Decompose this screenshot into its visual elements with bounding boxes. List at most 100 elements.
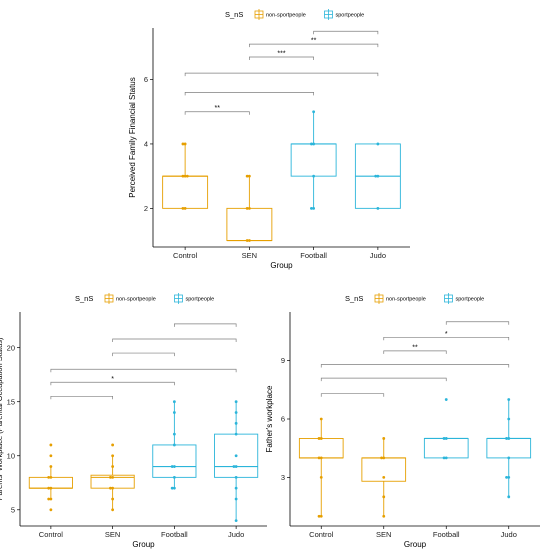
data-point	[49, 443, 53, 447]
x-tick-label: Football	[300, 251, 327, 260]
data-point	[109, 486, 112, 490]
bracket-line	[383, 350, 447, 354]
box-judo	[214, 401, 259, 521]
data-point	[172, 475, 176, 479]
data-point	[109, 475, 112, 479]
data-point	[247, 206, 251, 210]
data-point	[376, 142, 380, 146]
x-tick-label: Football	[433, 530, 460, 539]
data-point	[111, 486, 115, 490]
data-point	[181, 142, 185, 146]
comparison-football-judo	[174, 323, 237, 327]
data-point	[172, 443, 176, 447]
y-axis-title: Perceived Family Financial Status	[128, 77, 137, 198]
x-tick-label: Control	[39, 530, 64, 539]
data-point	[507, 437, 511, 440]
bracket-line	[174, 323, 237, 327]
box-control	[28, 466, 73, 499]
data-point	[181, 206, 185, 210]
y-tick-label: 3	[281, 473, 285, 482]
data-point	[172, 432, 176, 436]
data-point	[172, 465, 176, 468]
data-point	[507, 456, 511, 460]
x-tick-label: Football	[161, 530, 188, 539]
data-point	[111, 475, 115, 479]
y-tick-label: 10	[7, 451, 15, 460]
box-body	[162, 175, 209, 209]
comparison-control-football: *	[50, 376, 175, 386]
bracket-line	[50, 368, 237, 373]
comparison-control-judo	[184, 72, 379, 77]
x-tick-label: SEN	[105, 530, 120, 539]
data-point	[111, 465, 115, 468]
legend: S_nS non-sportpeople sportpeople	[225, 9, 364, 20]
data-point	[382, 495, 386, 499]
box-body	[226, 207, 273, 242]
bracket-line	[184, 111, 250, 115]
data-point	[319, 475, 323, 479]
bracket-line	[249, 56, 314, 60]
data-point	[319, 514, 323, 518]
data-point	[376, 206, 380, 210]
data-point	[380, 456, 383, 460]
y-tick-label: 5	[11, 505, 15, 514]
significance-label: **	[311, 38, 317, 45]
comparison-sen-football: ***	[249, 50, 314, 60]
box-body	[28, 476, 73, 489]
significance-label: **	[412, 344, 418, 351]
legend-title: S_nS	[75, 294, 93, 303]
data-point	[111, 497, 115, 501]
comparison-sen-judo: **	[249, 38, 379, 48]
significance-label: **	[215, 105, 221, 112]
data-point	[312, 142, 316, 146]
bracket-line	[249, 43, 379, 48]
comparison-control-football	[184, 92, 314, 96]
x-axis-title: Group	[404, 540, 427, 549]
data-point	[183, 142, 187, 146]
box-football	[290, 111, 337, 209]
data-point	[382, 437, 386, 440]
data-point	[49, 465, 53, 468]
data-point	[170, 486, 174, 490]
data-point	[172, 486, 176, 490]
data-point	[232, 465, 236, 468]
comparison-control-judo	[50, 368, 237, 373]
data-point	[234, 432, 238, 436]
data-point	[442, 437, 446, 440]
bracket-line	[112, 338, 237, 343]
x-axis-title: Group	[132, 540, 155, 549]
comparison-sen-football	[112, 352, 175, 357]
x-tick-label: Control	[309, 530, 334, 539]
bracket-line	[313, 30, 379, 35]
data-point	[444, 456, 448, 460]
significance-label: ***	[277, 50, 285, 57]
box-body	[298, 438, 344, 459]
comparison-sen-football: **	[383, 344, 447, 354]
box-football	[423, 437, 469, 459]
bracket-line	[112, 352, 175, 357]
x-tick-label: Control	[173, 251, 198, 260]
significance-label: *	[111, 376, 114, 383]
bracket-line	[50, 381, 175, 386]
legend-title: S_nS	[345, 294, 363, 303]
data-point	[507, 398, 511, 401]
data-point	[382, 475, 386, 479]
bracket-line	[445, 321, 510, 325]
legend-label: non-sportpeople	[386, 297, 426, 303]
data-point	[310, 206, 313, 210]
chart-panel-2: S_nS non-sportpeople sportpeople 5 10 15 20 Con…	[0, 293, 267, 549]
legend-title: S_nS	[225, 10, 243, 19]
data-point	[49, 475, 53, 479]
y-tick-label: 9	[281, 356, 285, 365]
data-point	[49, 497, 53, 501]
data-point	[49, 486, 53, 490]
box-body	[486, 438, 532, 459]
data-point	[317, 514, 321, 518]
data-point	[172, 400, 176, 404]
data-point	[444, 437, 448, 440]
data-point	[507, 417, 511, 421]
data-point	[234, 411, 238, 414]
data-point	[507, 495, 511, 499]
box-body	[290, 143, 337, 177]
bracket-line	[320, 393, 385, 397]
